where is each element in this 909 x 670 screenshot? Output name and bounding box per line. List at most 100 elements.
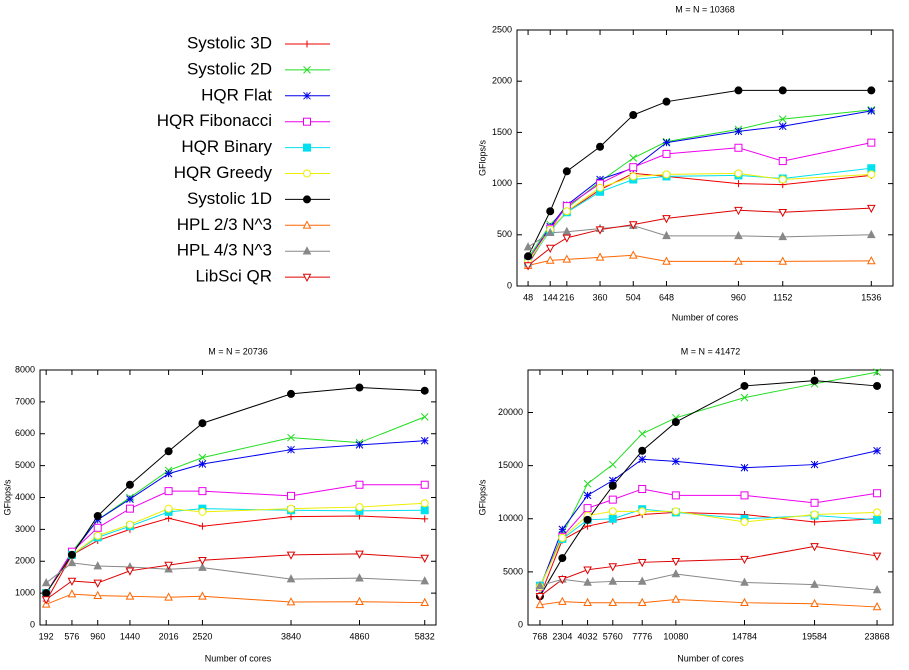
- marker-shape: [420, 506, 429, 515]
- marker-shape: [523, 242, 533, 251]
- marker: [125, 567, 135, 576]
- marker: [303, 169, 311, 178]
- marker-shape: [583, 577, 592, 586]
- marker-shape: [198, 507, 207, 516]
- marker: [583, 566, 592, 575]
- marker-shape: [303, 143, 311, 152]
- marker-shape: [93, 579, 103, 588]
- marker: [662, 97, 671, 106]
- marker-stroke: [740, 463, 749, 472]
- marker: [355, 503, 364, 512]
- x-tick-label: 648: [659, 292, 674, 302]
- marker: [287, 445, 295, 454]
- marker-shape: [671, 594, 681, 603]
- marker: [355, 596, 364, 606]
- series-line: [527, 207, 872, 266]
- marker: [126, 495, 134, 503]
- y-tick-label: 0: [30, 619, 35, 629]
- marker-shape: [41, 596, 51, 605]
- marker: [740, 393, 749, 402]
- marker-shape: [583, 566, 592, 575]
- marker-stroke: [778, 115, 787, 123]
- x-tick-label: 7776: [632, 631, 652, 641]
- marker-stroke: [420, 436, 429, 445]
- x-tick-label: 360: [593, 292, 608, 302]
- marker: [562, 167, 571, 176]
- marker-shape: [583, 597, 592, 606]
- marker-shape: [93, 523, 102, 532]
- x-tick-label: 2520: [192, 631, 212, 641]
- series-line: [527, 110, 872, 261]
- marker: [867, 170, 876, 179]
- marker: [671, 557, 681, 567]
- marker: [740, 597, 749, 606]
- marker-shape: [198, 419, 207, 428]
- marker-shape: [558, 576, 567, 585]
- marker: [873, 515, 882, 524]
- marker-shape: [303, 117, 311, 126]
- marker: [629, 172, 638, 181]
- marker-shape: [355, 503, 364, 512]
- marker-shape: [778, 256, 788, 265]
- marker-shape: [778, 208, 788, 218]
- marker: [662, 230, 671, 240]
- marker-shape: [873, 515, 882, 524]
- marker-shape: [303, 169, 311, 178]
- marker: [867, 107, 876, 115]
- marker-shape: [810, 376, 819, 385]
- marker-shape: [125, 504, 134, 513]
- marker-shape: [662, 256, 671, 265]
- marker: [638, 446, 647, 455]
- marker: [734, 256, 743, 265]
- x-tick-label: 5760: [603, 631, 623, 641]
- y-tick-label: 5000: [503, 566, 523, 576]
- marker-shape: [535, 580, 545, 589]
- marker: [734, 230, 743, 240]
- marker: [355, 550, 364, 559]
- marker-shape: [629, 110, 638, 119]
- marker-shape: [164, 504, 173, 513]
- marker: [873, 508, 882, 517]
- marker: [198, 453, 207, 462]
- marker: [286, 574, 296, 583]
- marker-shape: [198, 591, 207, 600]
- y-axis-label: GFlops/s: [2, 479, 12, 516]
- marker: [302, 220, 312, 229]
- marker: [608, 576, 618, 585]
- marker: [67, 589, 77, 598]
- marker-shape: [420, 480, 429, 489]
- chart-title: M = N = 10368: [675, 4, 735, 14]
- marker-shape: [562, 207, 571, 216]
- marker-shape: [286, 574, 296, 583]
- marker-shape: [535, 599, 545, 609]
- marker: [671, 418, 680, 427]
- marker: [583, 479, 592, 488]
- marker: [421, 515, 429, 523]
- legend-label: HQR Binary: [181, 137, 272, 156]
- marker-shape: [558, 533, 567, 542]
- marker: [562, 254, 572, 263]
- marker-stroke: [662, 138, 671, 147]
- marker: [584, 522, 592, 530]
- marker: [93, 579, 103, 588]
- y-tick-label: 2500: [492, 24, 512, 34]
- marker-stroke: [287, 433, 295, 442]
- x-tick-label: 768: [532, 631, 547, 641]
- marker-shape: [42, 589, 51, 598]
- marker-shape: [562, 167, 571, 176]
- marker-shape: [671, 418, 680, 427]
- x-tick-label: 48: [523, 292, 533, 302]
- marker-shape: [778, 157, 787, 166]
- marker-shape: [637, 576, 647, 585]
- y-tick-label: 4000: [15, 492, 35, 502]
- marker: [662, 170, 671, 179]
- marker-stroke: [558, 525, 567, 534]
- marker: [608, 563, 618, 572]
- marker: [778, 175, 787, 184]
- marker-shape: [523, 262, 533, 271]
- y-tick-label: 1500: [492, 127, 512, 137]
- marker-shape: [873, 489, 882, 498]
- marker-shape: [67, 550, 76, 559]
- marker-shape: [164, 561, 173, 570]
- legend-label: HQR Greedy: [174, 163, 273, 182]
